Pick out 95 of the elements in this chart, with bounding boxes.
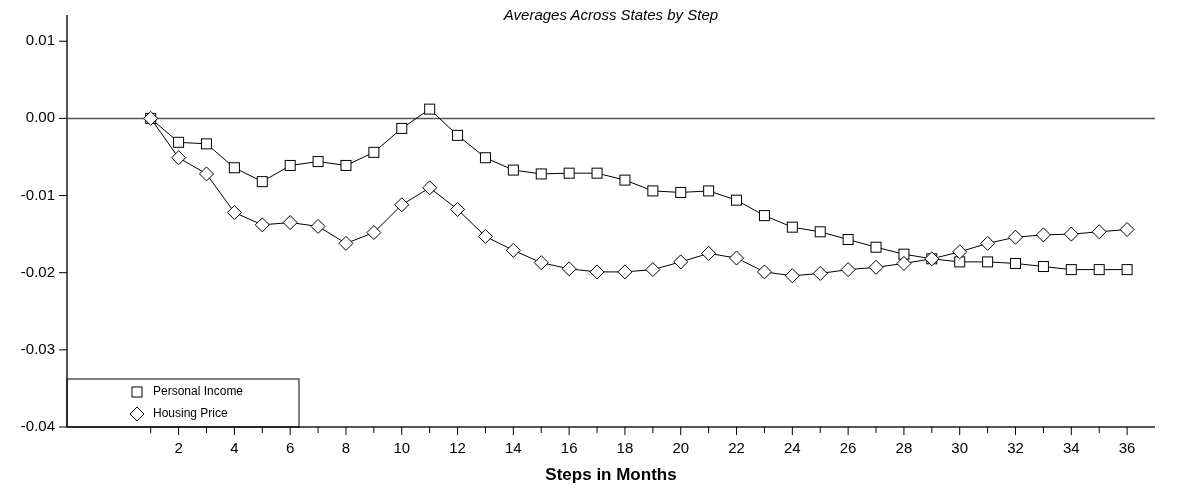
x-tick-label: 22	[728, 438, 745, 456]
point	[1119, 221, 1135, 237]
point	[1093, 264, 1105, 276]
point	[814, 226, 826, 238]
point	[701, 245, 717, 261]
point	[591, 167, 603, 179]
point	[226, 205, 242, 221]
point	[282, 215, 298, 231]
x-tick-label: 18	[616, 438, 634, 456]
x-tick-label: 4	[230, 438, 239, 456]
x-tick-label: 6	[286, 438, 295, 456]
x-tick-label: 26	[839, 438, 857, 456]
point	[954, 256, 966, 268]
point	[171, 150, 187, 166]
y-tick-label: -0.04	[20, 416, 55, 434]
x-tick-label: 24	[783, 438, 801, 456]
point	[200, 138, 212, 150]
point	[868, 259, 884, 275]
point	[982, 256, 994, 268]
point	[786, 221, 798, 233]
point	[980, 235, 996, 251]
x-tick-label: 20	[672, 438, 690, 456]
point	[366, 225, 382, 241]
y-tick-label: 0.00	[25, 108, 55, 126]
point	[284, 159, 296, 171]
point	[310, 218, 326, 234]
x-tick-label: 14	[505, 438, 522, 456]
chart-title: Averages Across States by Step	[502, 6, 719, 24]
point	[842, 234, 854, 246]
point	[563, 167, 575, 179]
point	[1065, 264, 1077, 276]
point	[507, 164, 519, 176]
point	[1037, 261, 1049, 273]
point	[1121, 264, 1133, 276]
point	[617, 264, 633, 280]
point	[1091, 224, 1107, 240]
point	[729, 250, 745, 266]
point	[338, 235, 354, 251]
point	[312, 156, 324, 168]
point	[450, 201, 466, 217]
point	[1063, 226, 1079, 242]
point	[533, 255, 549, 271]
point	[368, 146, 380, 158]
x-tick-label: 30	[951, 438, 969, 456]
x-tick-label: 8	[341, 438, 351, 456]
point	[1008, 229, 1024, 245]
point	[703, 185, 715, 197]
point	[340, 159, 352, 171]
x-tick-label: 36	[1118, 438, 1136, 456]
point	[1010, 257, 1022, 269]
x-tick-label: 12	[449, 438, 466, 456]
y-tick-label: -0.01	[20, 185, 55, 203]
point	[673, 254, 689, 270]
point	[812, 265, 828, 281]
point	[452, 129, 464, 141]
x-tick-label: 10	[393, 438, 411, 456]
point	[422, 180, 438, 196]
point	[198, 166, 214, 182]
point	[228, 162, 240, 174]
point	[758, 210, 770, 222]
x-tick-label: 2	[174, 438, 183, 456]
x-axis-title: Steps in Months	[545, 465, 677, 484]
point	[756, 264, 772, 280]
x-tick-label: 16	[560, 438, 578, 456]
point	[479, 152, 491, 164]
point	[477, 228, 493, 244]
y-tick-label: 0.01	[25, 31, 55, 49]
point	[173, 136, 185, 148]
point	[254, 217, 270, 233]
x-tick-label: 34	[1062, 438, 1080, 456]
point	[256, 176, 268, 188]
point	[396, 122, 408, 134]
point	[505, 242, 521, 258]
y-tick-label: -0.02	[20, 262, 55, 280]
point	[647, 185, 659, 197]
point	[870, 241, 882, 253]
point	[535, 168, 547, 180]
x-tick-label: 28	[895, 438, 913, 456]
point	[952, 244, 968, 260]
legend-label: Personal Income	[153, 384, 244, 399]
point	[424, 103, 436, 115]
point	[645, 262, 661, 278]
point	[731, 194, 743, 206]
x-tick-label: 32	[1007, 438, 1024, 456]
point	[589, 264, 605, 280]
point	[784, 268, 800, 284]
point	[675, 186, 687, 198]
point	[840, 262, 856, 278]
point	[561, 261, 577, 277]
point	[619, 174, 631, 186]
y-tick-label: -0.03	[20, 339, 55, 357]
point	[896, 255, 912, 271]
legend-label: Housing Price	[153, 406, 229, 421]
point	[394, 197, 410, 213]
point	[1035, 227, 1051, 243]
